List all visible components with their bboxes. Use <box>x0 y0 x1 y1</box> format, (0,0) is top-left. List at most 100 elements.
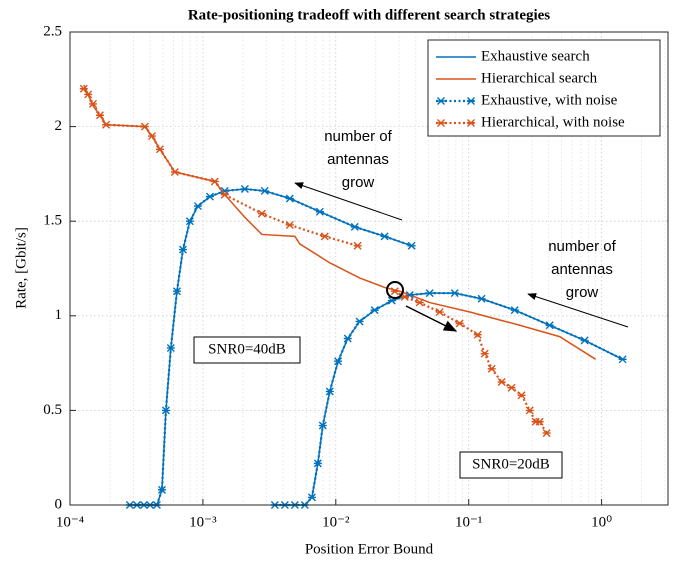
legend-label: Exhaustive, with noise <box>481 92 618 108</box>
data-point <box>535 417 544 426</box>
data-point <box>320 232 329 241</box>
data-point <box>334 357 343 366</box>
annotation-box <box>193 336 301 364</box>
legend: Exhaustive search Hierarchical search Exha… <box>427 39 661 137</box>
data-point <box>240 185 249 194</box>
data-point <box>155 145 164 154</box>
data-point <box>313 459 322 468</box>
data-point <box>205 192 214 201</box>
data-point <box>79 84 88 93</box>
x-tick-label: 10⁻² <box>322 514 350 530</box>
annotation-layer: number of antennas grow number of antenn… <box>193 128 629 479</box>
data-point <box>517 391 526 400</box>
legend-label: Hierarchical search <box>481 70 598 86</box>
data-point <box>318 421 327 430</box>
annotation: grow <box>566 284 599 301</box>
data-point <box>355 317 364 326</box>
data-point <box>102 120 111 129</box>
data-point <box>285 194 294 203</box>
data-point <box>450 289 459 298</box>
annotation: number of <box>324 128 392 145</box>
data-point <box>542 429 551 438</box>
data-point <box>307 493 316 502</box>
data-point <box>545 321 554 330</box>
legend-marker <box>437 119 445 127</box>
data-point <box>473 330 482 339</box>
grid <box>69 31 668 506</box>
annotation: number of <box>548 238 616 255</box>
data-point <box>487 364 496 373</box>
x-tick-label: 10⁻⁴ <box>56 514 84 530</box>
annotation: SNR0=20dB <box>472 456 550 472</box>
data-point <box>178 245 187 254</box>
data-point <box>425 289 434 298</box>
y-tick-label: 1.5 <box>43 213 62 229</box>
data-point <box>510 306 519 315</box>
arrow <box>527 293 629 328</box>
annotation: SNR0=40dB <box>208 341 286 357</box>
legend-label: Exhaustive search <box>481 48 590 64</box>
series-line <box>129 187 412 507</box>
data-point <box>220 190 229 199</box>
data-point <box>525 406 534 415</box>
data-point <box>380 232 389 241</box>
data-point <box>89 99 98 108</box>
data-point <box>343 334 352 343</box>
x-tick-label: 10⁰ <box>591 514 612 530</box>
data-point <box>166 343 175 352</box>
data-point <box>497 378 506 387</box>
data-point <box>480 349 489 358</box>
arrow <box>294 182 403 221</box>
y-tick-label: 2 <box>55 118 63 134</box>
annotation-box <box>459 451 563 479</box>
data-point <box>257 209 266 218</box>
axes-box <box>69 31 669 506</box>
y-tick-label: 2.5 <box>43 23 62 39</box>
data-point <box>210 177 219 186</box>
data-point <box>170 168 179 177</box>
chart-title: Rate-positioning tradeoff with different… <box>188 7 550 23</box>
data-point <box>185 217 194 226</box>
data-point <box>172 287 181 296</box>
y-tick-label: 0.5 <box>43 402 62 418</box>
data-point <box>618 355 627 364</box>
legend-box <box>427 39 661 137</box>
y-tick-label: 0 <box>55 496 63 512</box>
data-point <box>415 298 424 307</box>
x-axis-label: Position Error Bound <box>305 541 434 557</box>
data-point <box>84 90 93 99</box>
data-point <box>390 287 399 296</box>
data-point <box>435 308 444 317</box>
legend-marker <box>437 97 445 105</box>
y-axis-label: Rate, [Gbit/s] <box>13 227 29 309</box>
highlight-circle <box>386 281 404 299</box>
data-point <box>193 202 202 211</box>
annotation: antennas <box>551 261 613 278</box>
legend-label: Hierarchical, with noise <box>481 114 625 130</box>
data-point <box>315 207 324 216</box>
x-tick-label: 10⁻¹ <box>455 514 482 530</box>
data-point <box>285 220 294 229</box>
data-point <box>147 132 156 141</box>
data-point <box>325 387 334 396</box>
data-point <box>507 383 516 392</box>
data-point <box>350 222 359 231</box>
annotation: antennas <box>327 151 389 168</box>
x-tick-label: 10⁻³ <box>189 514 217 530</box>
legend-marker <box>467 119 475 127</box>
y-tick-label: 1 <box>55 307 63 323</box>
data-point <box>580 336 589 345</box>
series-layer <box>79 84 627 509</box>
data-point <box>353 241 362 250</box>
data-point <box>407 241 416 250</box>
data-point <box>95 111 104 120</box>
legend-marker <box>467 97 475 105</box>
arrow <box>405 305 458 332</box>
data-point <box>370 306 379 315</box>
annotation: grow <box>342 174 375 191</box>
data-point <box>260 186 269 195</box>
data-point <box>161 406 170 415</box>
data-point <box>140 122 149 131</box>
data-point <box>477 294 486 303</box>
